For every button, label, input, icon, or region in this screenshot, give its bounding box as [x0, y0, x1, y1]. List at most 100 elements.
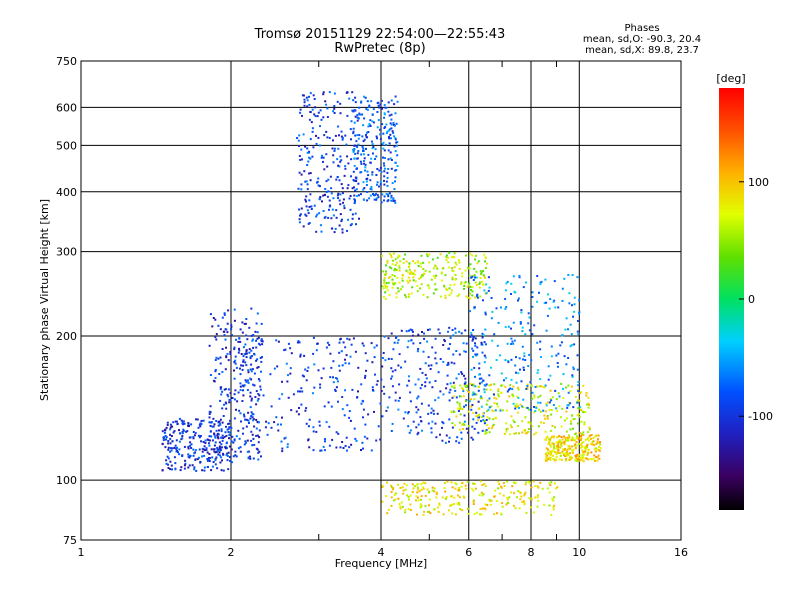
data-point	[237, 429, 240, 432]
data-point	[529, 482, 531, 485]
data-point	[338, 369, 341, 372]
data-point	[437, 371, 440, 374]
data-point	[475, 393, 478, 396]
data-point	[354, 437, 357, 440]
x-tick-label: 6	[465, 546, 472, 559]
data-point	[383, 157, 386, 159]
data-point	[333, 107, 336, 110]
data-point	[509, 387, 512, 390]
data-point	[559, 446, 562, 449]
data-point	[463, 284, 466, 287]
data-point	[557, 449, 560, 452]
data-point	[454, 331, 457, 334]
data-point	[407, 271, 410, 274]
data-point	[449, 336, 452, 339]
data-point	[582, 431, 585, 434]
data-point	[244, 353, 247, 356]
data-point	[476, 295, 478, 297]
data-point	[422, 293, 425, 296]
data-point	[226, 452, 229, 455]
data-point	[504, 326, 507, 328]
data-point	[385, 270, 387, 273]
data-point	[176, 422, 179, 425]
data-point	[518, 357, 521, 360]
data-point	[426, 296, 429, 299]
data-point	[190, 423, 193, 426]
data-point	[244, 361, 247, 364]
data-point	[566, 406, 569, 409]
data-point	[353, 180, 356, 183]
data-point	[375, 174, 378, 176]
data-point	[545, 457, 548, 460]
data-point	[552, 300, 555, 303]
data-point	[421, 383, 423, 386]
data-point	[554, 487, 557, 490]
data-point	[506, 501, 509, 504]
data-point	[405, 269, 408, 272]
data-point	[177, 451, 179, 454]
data-point	[312, 336, 315, 339]
data-point	[485, 388, 488, 391]
data-point	[586, 403, 589, 406]
data-point	[388, 294, 391, 297]
data-point	[388, 114, 391, 117]
data-point	[218, 451, 221, 454]
data-point	[400, 329, 403, 332]
data-point	[252, 383, 255, 386]
data-point	[474, 296, 477, 299]
data-point	[375, 198, 378, 201]
data-point	[442, 422, 445, 425]
data-point	[544, 410, 547, 413]
data-point	[500, 512, 503, 515]
data-point	[449, 343, 451, 346]
data-point	[404, 508, 407, 511]
data-point	[354, 199, 356, 202]
data-point	[451, 396, 454, 399]
data-point	[379, 133, 382, 136]
data-point	[458, 502, 461, 504]
data-point	[481, 280, 483, 283]
data-point	[206, 466, 209, 468]
data-point	[476, 293, 479, 296]
data-point	[455, 263, 458, 266]
data-point	[388, 128, 391, 131]
data-point	[549, 298, 552, 301]
data-point	[356, 116, 359, 119]
x-axis-label: Frequency [MHz]	[335, 557, 427, 570]
data-point	[565, 438, 568, 441]
data-point	[521, 405, 523, 408]
data-point	[311, 130, 314, 133]
data-point	[472, 349, 475, 352]
data-point	[225, 453, 228, 456]
data-point	[179, 469, 182, 472]
data-point	[579, 392, 581, 394]
data-point	[469, 263, 472, 266]
data-point	[246, 338, 249, 341]
data-point	[388, 192, 391, 195]
data-point	[493, 402, 496, 405]
data-point	[331, 147, 334, 150]
data-point	[462, 495, 465, 498]
data-point	[258, 379, 261, 382]
data-point	[395, 335, 398, 338]
data-point	[549, 445, 552, 448]
data-point	[432, 275, 435, 277]
data-point	[376, 380, 379, 383]
data-point	[378, 106, 381, 109]
data-point	[458, 267, 461, 270]
data-point	[479, 281, 481, 284]
data-point	[245, 350, 248, 353]
data-point	[256, 434, 259, 437]
data-point	[333, 105, 336, 107]
data-point	[219, 399, 222, 402]
data-point	[447, 363, 450, 366]
data-point	[171, 468, 173, 471]
data-point	[193, 468, 196, 471]
data-point	[402, 258, 405, 261]
data-point	[227, 309, 230, 312]
data-point	[431, 489, 434, 492]
data-point	[561, 451, 564, 454]
data-point	[382, 162, 385, 165]
data-point	[472, 279, 475, 281]
data-point	[222, 415, 225, 417]
